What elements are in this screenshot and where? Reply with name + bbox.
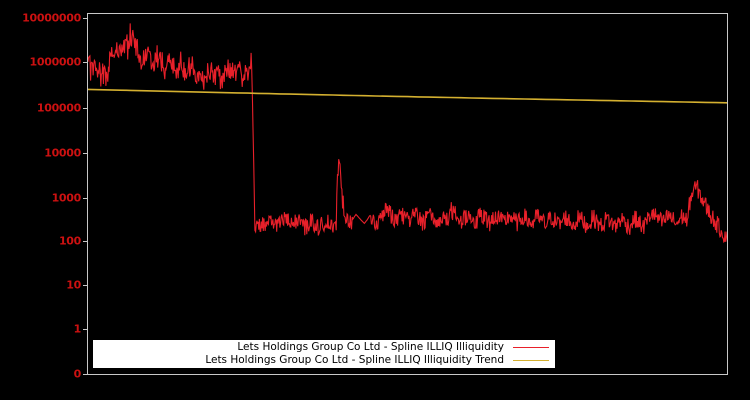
legend-entry-trend: Lets Holdings Group Co Ltd - Spline ILLI…	[93, 354, 551, 367]
series-illiq-line	[88, 23, 727, 243]
y-tick-label-10: 10	[66, 278, 81, 292]
y-tick-mark-1000	[83, 198, 87, 199]
legend-label-illiq: Lets Holdings Group Co Ltd - Spline ILLI…	[237, 341, 504, 353]
y-tick-label-100000: 100000	[36, 101, 81, 115]
y-tick-label-10000000: 10000000	[22, 11, 81, 25]
plot-area	[87, 13, 728, 375]
y-tick-label-1000: 1000	[51, 191, 82, 205]
y-tick-mark-1000000	[83, 62, 87, 63]
y-tick-mark-10000000	[83, 18, 87, 19]
y-tick-mark-10	[83, 285, 87, 286]
chart-legend: Lets Holdings Group Co Ltd - Spline ILLI…	[93, 340, 555, 368]
y-tick-mark-0	[83, 374, 87, 375]
legend-swatch-trend	[513, 360, 549, 361]
plot-svg	[88, 23, 727, 243]
y-tick-label-0: 0	[73, 367, 82, 381]
legend-swatch-illiq	[513, 347, 549, 348]
y-axis: 10000000 1000000 100000 10000 1000 100 10 1 0	[0, 0, 87, 400]
y-tick-label-1000000: 1000000	[29, 55, 82, 69]
legend-entry-illiq: Lets Holdings Group Co Ltd - Spline ILLI…	[93, 341, 551, 354]
y-tick-label-10000: 10000	[44, 146, 81, 160]
y-tick-label-100: 100	[58, 234, 81, 248]
y-tick-mark-100	[83, 241, 87, 242]
y-tick-mark-10000	[83, 153, 87, 154]
y-tick-mark-100000	[83, 108, 87, 109]
legend-label-trend: Lets Holdings Group Co Ltd - Spline ILLI…	[205, 354, 504, 366]
y-tick-label-1: 1	[73, 322, 82, 336]
y-tick-mark-1	[83, 329, 87, 330]
series-trend-line	[88, 88, 727, 104]
